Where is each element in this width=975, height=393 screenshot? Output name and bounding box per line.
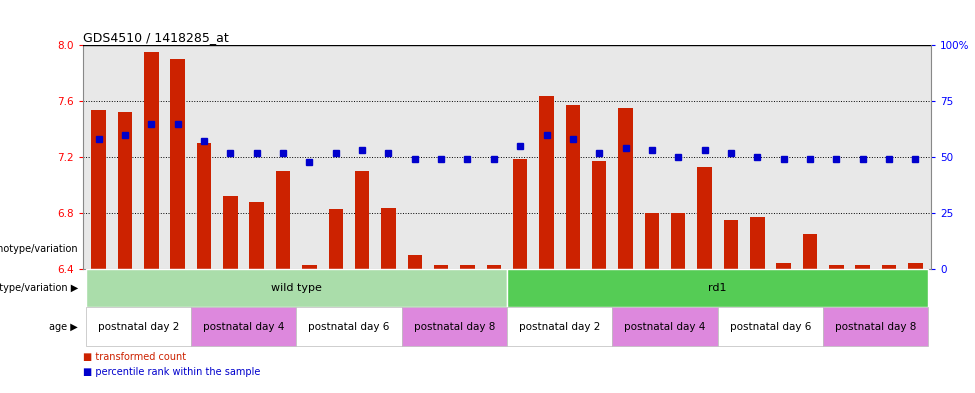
- Bar: [171, 59, 185, 269]
- Text: postnatal day 6: postnatal day 6: [308, 321, 390, 332]
- Bar: [118, 112, 133, 269]
- Bar: [402, 307, 507, 346]
- Bar: [92, 110, 106, 269]
- Bar: [86, 307, 191, 346]
- Bar: [460, 265, 475, 269]
- Bar: [507, 269, 928, 307]
- Text: ■ percentile rank within the sample: ■ percentile rank within the sample: [83, 367, 260, 377]
- Text: genotype/variation ▶: genotype/variation ▶: [0, 283, 78, 293]
- Bar: [86, 269, 507, 307]
- Text: postnatal day 4: postnatal day 4: [624, 321, 706, 332]
- Bar: [881, 265, 896, 269]
- Bar: [612, 307, 718, 346]
- Bar: [513, 158, 527, 269]
- Bar: [618, 108, 633, 269]
- Text: postnatal day 2: postnatal day 2: [98, 321, 178, 332]
- Text: GDS4510 / 1418285_at: GDS4510 / 1418285_at: [83, 31, 228, 44]
- Text: ■ transformed count: ■ transformed count: [83, 352, 186, 362]
- Bar: [802, 234, 817, 269]
- Bar: [408, 255, 422, 269]
- Text: wild type: wild type: [271, 283, 322, 293]
- Text: postnatal day 8: postnatal day 8: [413, 321, 495, 332]
- Bar: [539, 95, 554, 269]
- Bar: [644, 213, 659, 269]
- Bar: [250, 202, 264, 269]
- Text: postnatal day 4: postnatal day 4: [203, 321, 285, 332]
- Text: postnatal day 8: postnatal day 8: [836, 321, 916, 332]
- Text: rd1: rd1: [709, 283, 727, 293]
- Bar: [750, 217, 764, 269]
- Bar: [823, 307, 928, 346]
- Bar: [855, 265, 870, 269]
- Bar: [223, 196, 238, 269]
- Bar: [197, 143, 212, 269]
- Bar: [487, 265, 501, 269]
- Bar: [908, 263, 922, 269]
- Bar: [718, 307, 823, 346]
- Bar: [296, 307, 402, 346]
- Bar: [355, 171, 370, 269]
- Text: genotype/variation: genotype/variation: [0, 244, 78, 253]
- Bar: [592, 162, 606, 269]
- Bar: [566, 105, 580, 269]
- Bar: [829, 265, 843, 269]
- Bar: [723, 220, 738, 269]
- Bar: [144, 52, 159, 269]
- Bar: [776, 263, 791, 269]
- Bar: [302, 265, 317, 269]
- Bar: [697, 167, 712, 269]
- Bar: [381, 208, 396, 269]
- Text: postnatal day 2: postnatal day 2: [519, 321, 601, 332]
- Bar: [434, 265, 448, 269]
- Text: age ▶: age ▶: [50, 321, 78, 332]
- Bar: [507, 307, 612, 346]
- Text: postnatal day 6: postnatal day 6: [729, 321, 811, 332]
- Bar: [329, 209, 343, 269]
- Bar: [191, 307, 296, 346]
- Bar: [276, 171, 291, 269]
- Bar: [671, 213, 685, 269]
